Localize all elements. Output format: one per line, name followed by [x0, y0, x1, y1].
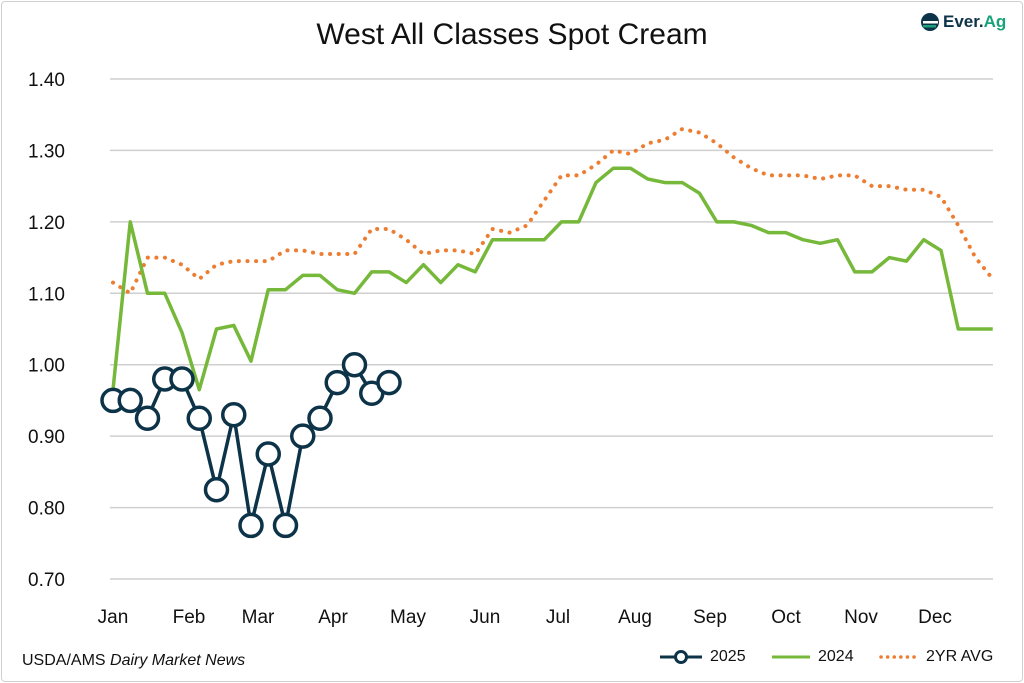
- y-tick-label: 1.20: [28, 213, 65, 234]
- x-tick-label: Oct: [771, 607, 801, 628]
- legend-label: 2024: [818, 648, 854, 665]
- series-line-2024: [111, 166, 993, 392]
- x-tick-label: Mar: [242, 607, 275, 628]
- data-point-2025: [255, 441, 281, 467]
- x-tick-label: Aug: [618, 607, 652, 628]
- data-point-2025: [169, 366, 195, 392]
- data-point-2025: [376, 369, 402, 396]
- ever-ag-logo: Ever. Ag: [920, 12, 1006, 32]
- x-tick-label: May: [390, 607, 426, 628]
- legend-label: 2YR AVG: [926, 648, 994, 665]
- data-point-2025: [238, 512, 264, 539]
- logo-text: Ever.: [943, 12, 984, 31]
- x-tick-label: Sep: [693, 607, 727, 628]
- y-tick-label: 0.80: [28, 499, 65, 520]
- data-point-2025: [272, 512, 299, 539]
- data-point-2025: [221, 401, 247, 428]
- legend-item-2025: 2025: [658, 648, 746, 666]
- y-tick-label: 1.00: [28, 356, 65, 377]
- source-prefix: USDA/AMS: [22, 652, 111, 669]
- data-point-2025: [134, 405, 161, 432]
- x-tick-label: Apr: [318, 607, 348, 628]
- data-point-2025: [324, 369, 350, 396]
- x-tick-label: Jul: [546, 607, 570, 628]
- x-tick-label: Nov: [844, 607, 878, 628]
- chart-title: West All Classes Spot Cream: [316, 18, 708, 51]
- x-tick-label: Feb: [173, 607, 206, 628]
- legend-marker-2024: [772, 655, 810, 659]
- y-tick-label: 1.40: [28, 70, 65, 91]
- data-point-2025: [186, 405, 212, 432]
- y-tick-label: 0.70: [28, 570, 65, 591]
- logo-text-accent: Ag: [983, 12, 1007, 31]
- data-point-2025: [341, 351, 368, 378]
- legend-marker-2025: [660, 650, 702, 664]
- y-tick-label: 0.90: [28, 427, 65, 448]
- logo-icon: [921, 13, 939, 31]
- x-tick-label: Dec: [918, 607, 952, 628]
- source-publication: Dairy Market News: [110, 652, 246, 669]
- legend-label: 2025: [710, 648, 746, 665]
- legend-item-2024: 2024: [770, 648, 854, 666]
- y-tick-label: 1.10: [28, 284, 65, 305]
- data-point-2025: [290, 423, 316, 449]
- data-point-2025: [117, 387, 143, 414]
- legend-marker-2yr-avg: [879, 655, 920, 659]
- data-point-2025: [203, 476, 230, 503]
- x-tick-label: Jun: [470, 607, 501, 628]
- series-line-2yr-avg: [111, 127, 995, 296]
- x-tick-label: Jan: [98, 607, 129, 628]
- legend-item-2yr-avg: 2YR AVG: [878, 648, 993, 666]
- data-point-2025: [307, 405, 333, 432]
- source-note: USDA/AMS Dairy Market News: [22, 652, 245, 670]
- y-tick-label: 1.30: [28, 141, 65, 162]
